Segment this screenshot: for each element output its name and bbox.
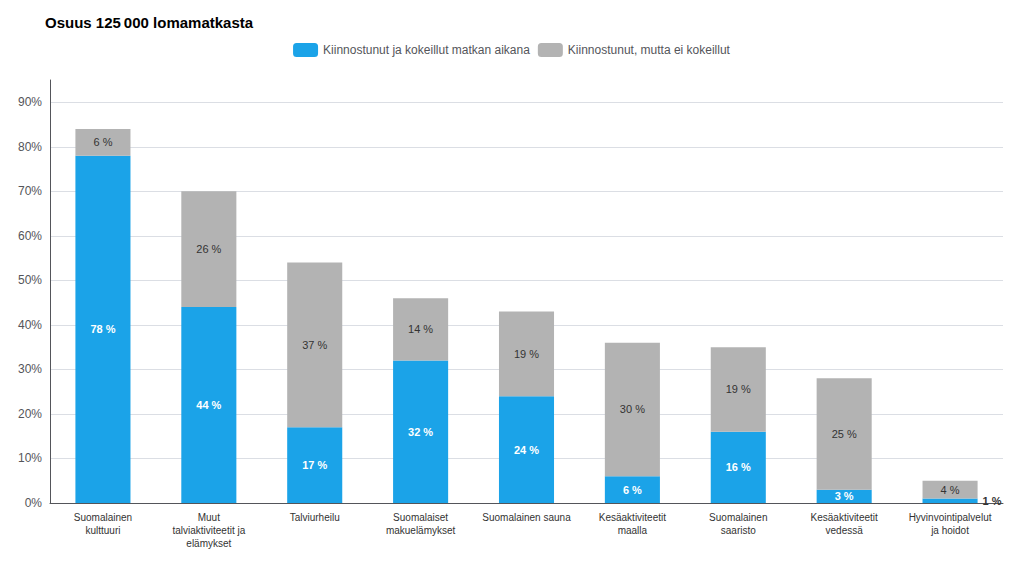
svg-text:Kiinnostunut, mutta ei kokeill: Kiinnostunut, mutta ei kokeillut <box>568 43 731 57</box>
svg-text:4 %: 4 % <box>941 484 960 496</box>
svg-text:saaristo: saaristo <box>721 525 756 536</box>
svg-text:kulttuuri: kulttuuri <box>85 525 120 536</box>
svg-text:90%: 90% <box>18 95 42 109</box>
svg-text:25 %: 25 % <box>832 428 857 440</box>
svg-text:talviaktiviteetit ja: talviaktiviteetit ja <box>172 525 245 536</box>
svg-text:60%: 60% <box>18 229 42 243</box>
svg-text:Hyvinvointipalvelut: Hyvinvointipalvelut <box>909 512 992 523</box>
svg-text:ja hoidot: ja hoidot <box>930 525 969 536</box>
svg-text:Muut: Muut <box>198 512 220 523</box>
svg-text:32 %: 32 % <box>408 426 433 438</box>
svg-text:26 %: 26 % <box>196 243 221 255</box>
svg-text:16 %: 16 % <box>726 461 751 473</box>
svg-text:30 %: 30 % <box>620 403 645 415</box>
svg-text:37 %: 37 % <box>302 339 327 351</box>
svg-text:40%: 40% <box>18 318 42 332</box>
svg-text:10%: 10% <box>18 451 42 465</box>
svg-text:14 %: 14 % <box>408 323 433 335</box>
svg-text:vedessä: vedessä <box>826 525 864 536</box>
svg-text:50%: 50% <box>18 273 42 287</box>
svg-text:Suomalainen: Suomalainen <box>709 512 767 523</box>
svg-text:makuelämykset: makuelämykset <box>386 525 456 536</box>
svg-text:19 %: 19 % <box>514 348 539 360</box>
svg-text:Suomalainen sauna: Suomalainen sauna <box>482 512 571 523</box>
svg-text:3 %: 3 % <box>835 490 854 502</box>
svg-text:80%: 80% <box>18 140 42 154</box>
svg-text:78 %: 78 % <box>90 323 115 335</box>
svg-text:0%: 0% <box>25 496 43 510</box>
svg-text:Osuus 125 000 lomamatkasta: Osuus 125 000 lomamatkasta <box>45 14 254 31</box>
svg-text:24 %: 24 % <box>514 444 539 456</box>
svg-text:30%: 30% <box>18 362 42 376</box>
svg-text:17 %: 17 % <box>302 459 327 471</box>
svg-text:44 %: 44 % <box>196 399 221 411</box>
svg-text:6 %: 6 % <box>93 136 112 148</box>
svg-text:19 %: 19 % <box>726 383 751 395</box>
svg-text:Kesäaktiviteetit: Kesäaktiviteetit <box>811 512 878 523</box>
svg-text:elämykset: elämykset <box>186 538 231 549</box>
svg-text:6 %: 6 % <box>623 484 642 496</box>
svg-text:Suomalainen: Suomalainen <box>74 512 132 523</box>
svg-text:Kiinnostunut ja kokeillut matk: Kiinnostunut ja kokeillut matkan aikana <box>323 43 530 57</box>
svg-text:Talviurheilu: Talviurheilu <box>290 512 340 523</box>
svg-text:1 %: 1 % <box>983 495 1002 507</box>
svg-text:Suomalaiset: Suomalaiset <box>393 512 448 523</box>
svg-text:maalla: maalla <box>618 525 648 536</box>
svg-text:Kesäaktiviteetit: Kesäaktiviteetit <box>599 512 666 523</box>
svg-text:70%: 70% <box>18 184 42 198</box>
svg-text:20%: 20% <box>18 407 42 421</box>
